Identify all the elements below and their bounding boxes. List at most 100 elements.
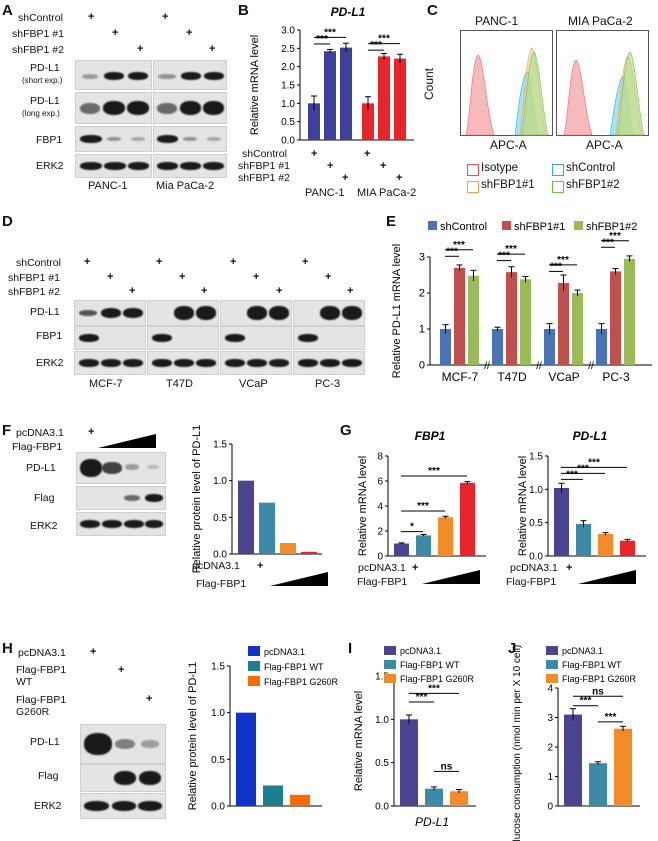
i-bar-1 [425, 788, 443, 806]
e-y-tick-label: 2 [419, 288, 425, 300]
d-cell-t47d: T47D [166, 378, 193, 390]
panel-letter-e: E [386, 213, 397, 230]
g1-y-tick-label: 8 [377, 452, 383, 463]
e-y-label: Relative PD-L1 mRNA level [391, 244, 403, 379]
e-bar-1-1 [506, 272, 517, 365]
f-row-flag: Flag [34, 492, 55, 504]
panel-letter-d: D [2, 213, 13, 230]
h-y-tick-label: 0.5 [211, 755, 225, 766]
h-y-tick-label: 0.0 [211, 802, 225, 813]
c-legend-swatch-shfbp1-1 [467, 181, 479, 193]
a-cond-shfbp1-1: shFBP1 #1 [12, 28, 64, 40]
c-hist-isotype-mia [563, 59, 593, 136]
c-ylabel: Count [422, 67, 436, 100]
blot-d-pdl1-t47d [147, 300, 219, 326]
a-cond-shfbp1-2: shFBP1 #2 [12, 44, 64, 56]
e-bar-2-1 [558, 282, 569, 365]
blot-d-erk2-pc3 [293, 351, 365, 375]
h-plus: + [90, 646, 97, 658]
g2-sig-1-label: *** [577, 463, 589, 474]
blot-d-pdl1-vcap [220, 300, 292, 326]
chart-i: 0.0 0.5 1.0 1.5 Relative mRNA level ****** ns P… [353, 646, 476, 829]
d-cell-pc3: PC-3 [315, 378, 341, 390]
d-plus: + [107, 271, 114, 283]
g2-x-pcdna: pcDNA3.1 [510, 562, 558, 574]
f-y-tick-label: 0.5 [213, 513, 227, 524]
g2-bar-1 [576, 524, 591, 556]
blot-a-pdl1-long-panc1 [75, 92, 152, 124]
e-bar-2-2 [572, 293, 583, 365]
b-bar-1-2 [394, 58, 406, 140]
d-plus: + [253, 271, 260, 283]
d-plus: + [179, 271, 186, 283]
c-legend-shcontrol: shControl [566, 162, 616, 174]
b-plus: + [311, 148, 318, 160]
a-row-fbp1: FBP1 [36, 134, 63, 146]
e-axis-break-2: // [588, 361, 594, 372]
blot-d-erk2-t47d [147, 351, 219, 375]
j-bar-0 [564, 714, 582, 806]
b-plus: + [342, 172, 349, 184]
panel-letter-b: B [238, 2, 249, 19]
f-y-label: Relative protein level of PD-L1 [191, 425, 203, 574]
blot-a-fbp1-mia [153, 126, 227, 152]
c-legend-swatch-shcontrol [552, 164, 564, 176]
g1-x-gradient-wedge [422, 570, 480, 584]
g1-x-flag-fbp1: Flag-FBP1 [357, 576, 408, 588]
h-y-label: Relative protein level of PD-L1 [187, 662, 199, 811]
g2-bar-3 [620, 540, 635, 556]
h-bar-1 [263, 785, 283, 806]
b-bar-0-1 [324, 51, 336, 141]
h-bar-0 [236, 712, 256, 806]
g1-y-label: Relative mRNA level [357, 456, 369, 556]
d-cond-shfbp1-1: shFBP1 #1 [8, 272, 60, 284]
h-cond-pcdna: pcDNA3.1 [18, 647, 66, 659]
j-legend-label-0: pcDNA3.1 [562, 646, 603, 656]
chart-c-histograms [460, 30, 649, 136]
e-legend-swatch-1 [502, 221, 511, 230]
f-x-flag-fbp1: Flag-FBP1 [196, 578, 247, 590]
e-sig-b-3-label: *** [609, 231, 621, 242]
i-legend-swatch-0 [384, 646, 396, 655]
h-row-flag: Flag [38, 770, 59, 782]
i-legend-swatch-2 [384, 674, 396, 683]
e-bar-1-0 [492, 329, 503, 365]
j-legend-swatch-2 [546, 674, 558, 683]
e-x-label-1: T47D [497, 370, 527, 384]
a-plus: + [88, 11, 95, 23]
b-bar-1-0 [362, 103, 374, 140]
chart-h: 0.0 0.5 1.0 1.5 Relative protein level of PD… [187, 646, 339, 813]
blot-d-fbp1-pc3 [293, 326, 365, 350]
g1-x-pcdna: pcDNA3.1 [358, 562, 406, 574]
g1-y-tick-label: 2 [377, 527, 383, 538]
g1-x-plus: + [412, 562, 419, 574]
blot-d-fbp1-t47d [147, 326, 219, 350]
j-bar-1 [589, 763, 607, 806]
e-x-label-2: VCaP [548, 370, 579, 384]
d-plus: + [302, 256, 309, 268]
blot-d-erk2-vcap [220, 351, 292, 375]
e-legend-label-0: shControl [440, 221, 487, 233]
e-bar-3-1 [610, 271, 621, 365]
e-bar-3-0 [596, 329, 607, 365]
j-y-label: Glucose consumption (nmol min per X 10 c… [512, 645, 523, 841]
g2-y-label: Relative mRNA level [517, 456, 529, 556]
f-x-plus: + [257, 560, 264, 572]
b-y-tick-label: 1.0 [281, 99, 295, 110]
i-bar-2 [450, 791, 468, 806]
h-legend-swatch-0 [248, 646, 260, 656]
j-legend-label-2: Flag-FBP1 G260R [562, 674, 637, 684]
f-row-erk2: ERK2 [30, 520, 58, 532]
g2-bar-2 [598, 534, 613, 556]
a-plus: + [186, 27, 193, 39]
d-plus: + [276, 285, 283, 297]
blot-f-erk2 [76, 512, 166, 536]
i-legend-label-1: Flag-FBP1 WT [400, 660, 460, 670]
f-bar-0 [238, 480, 254, 554]
blot-d-erk2-mcf7 [74, 351, 146, 375]
g1-y-tick-label: 6 [377, 477, 383, 488]
e-bar-3-2 [624, 258, 635, 365]
g1-sig-1-label: *** [417, 501, 429, 512]
i-y-tick-label: 1.0 [375, 715, 389, 726]
